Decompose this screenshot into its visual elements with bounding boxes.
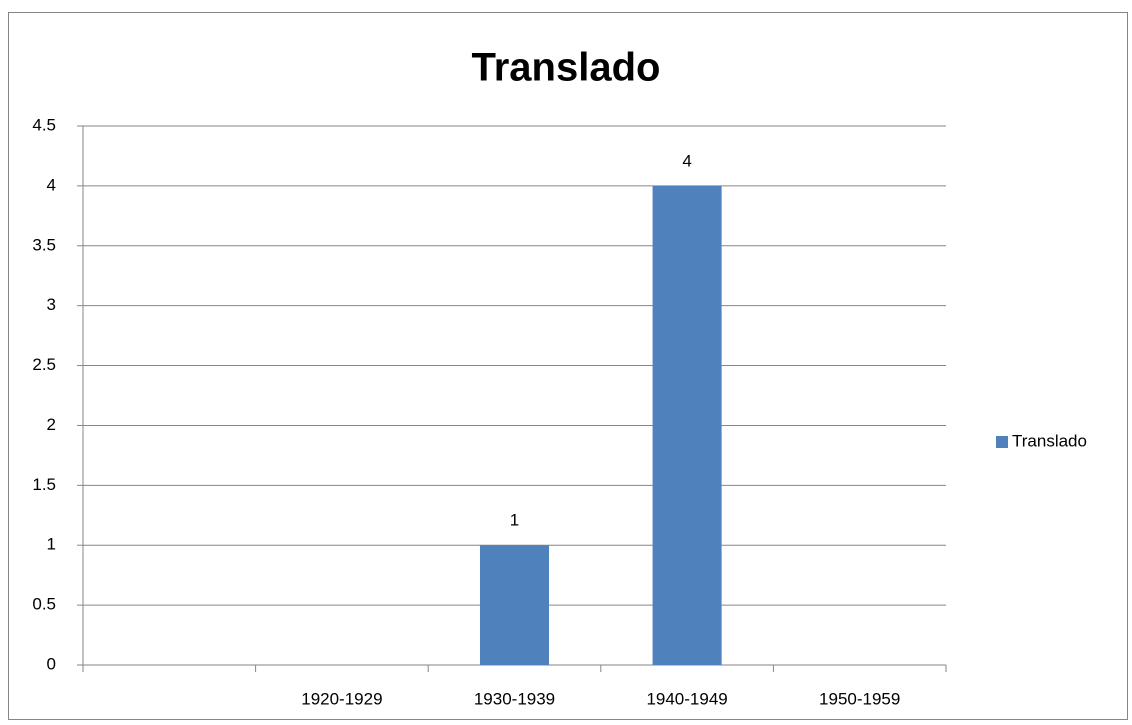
legend-label: Translado (1012, 431, 1087, 450)
y-tick-label: 4.5 (32, 115, 56, 134)
y-tick-label: 4 (47, 175, 56, 194)
chart-title: Translado (472, 46, 661, 90)
bar (652, 185, 722, 665)
data-label: 1 (510, 511, 519, 530)
y-tick-label: 3 (47, 295, 56, 314)
y-tick-label: 1.5 (32, 475, 56, 494)
y-tick-label: 1 (47, 535, 56, 554)
legend-swatch (996, 436, 1008, 448)
y-tick-label: 2 (47, 415, 56, 434)
x-tick-label: 1920-1929 (301, 689, 382, 708)
bar (479, 545, 550, 665)
x-tick-label: 1950-1959 (819, 689, 900, 708)
x-tick-label: 1940-1949 (646, 689, 727, 708)
y-tick-label: 0 (47, 654, 56, 673)
x-tick-label: 1930-1939 (474, 689, 555, 708)
y-tick-label: 2.5 (32, 355, 56, 374)
data-label: 4 (682, 151, 691, 170)
y-tick-label: 0.5 (32, 595, 56, 614)
y-tick-label: 3.5 (32, 235, 56, 254)
